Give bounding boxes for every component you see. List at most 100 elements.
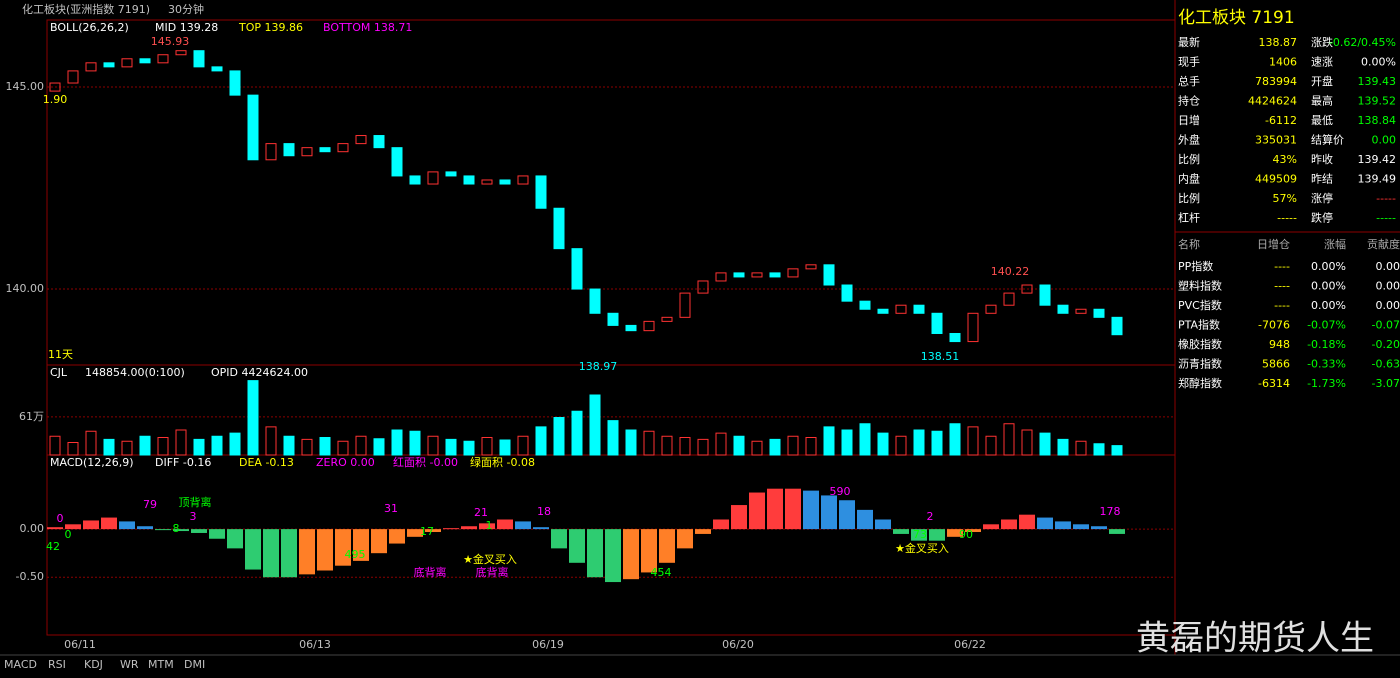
candle — [787, 268, 799, 278]
volume-bar — [49, 435, 61, 456]
volume-bar — [715, 432, 727, 456]
legend-item: 绿面积 -0.08 — [470, 455, 535, 469]
volume-bar — [427, 435, 439, 456]
macd-bar — [1001, 519, 1017, 530]
quote-value: 1406 — [1269, 56, 1297, 69]
macd-annotation: 31 — [384, 502, 398, 515]
candle — [373, 135, 385, 149]
quote-label: 比例 — [1178, 191, 1200, 205]
candle — [1075, 308, 1087, 314]
quote-value: ----- — [1376, 212, 1396, 225]
candle — [319, 147, 331, 153]
quote-value: 138.84 — [1358, 114, 1397, 127]
candle — [301, 147, 313, 157]
macd-bar — [515, 521, 531, 530]
candle — [337, 143, 349, 153]
index-cell: -0.63 — [1372, 358, 1400, 371]
candle — [643, 320, 655, 332]
volume-bar — [877, 432, 889, 456]
macd-bar — [407, 529, 423, 537]
candle — [427, 171, 439, 185]
index-cell: -7076 — [1258, 319, 1290, 332]
macd-bar — [317, 529, 333, 571]
candle — [859, 300, 871, 310]
index-cell: PVC指数 — [1178, 298, 1222, 312]
legend-item: MID 139.28 — [155, 21, 218, 34]
x-tick-label: 06/13 — [299, 638, 331, 651]
volume-bar — [841, 429, 853, 456]
macd-bar — [479, 523, 495, 530]
macd-bar — [47, 527, 63, 530]
candle — [85, 62, 97, 72]
volume-bar — [337, 440, 349, 456]
quote-value: 4424624 — [1248, 95, 1297, 108]
volume-bar — [1075, 440, 1087, 456]
volume-bar — [283, 435, 295, 456]
tab[interactable]: KDJ — [84, 658, 103, 671]
volume-bar — [787, 435, 799, 456]
quote-value: 57% — [1273, 192, 1297, 205]
tab[interactable]: MTM — [148, 658, 174, 671]
candle — [913, 304, 925, 314]
volume-bar — [373, 438, 385, 456]
macd-bar — [299, 529, 315, 575]
volume-bar — [589, 394, 601, 456]
quote-label: 日增 — [1178, 113, 1200, 127]
tab[interactable]: WR — [120, 658, 139, 671]
quote-value: 43% — [1273, 153, 1297, 166]
quote-label: 昨收 — [1311, 152, 1333, 166]
quote-label: 昨结 — [1311, 173, 1333, 186]
tab[interactable]: MACD — [4, 658, 37, 671]
volume-bar — [391, 429, 403, 456]
quote-label: 杠杆 — [1178, 211, 1200, 225]
candle — [1111, 316, 1123, 336]
watermark: 黄磊的期货人生 — [1136, 619, 1374, 659]
index-cell: -1.73% — [1307, 377, 1346, 390]
tab[interactable]: RSI — [48, 658, 66, 671]
macd-bar — [677, 529, 693, 549]
macd-bar — [83, 520, 99, 530]
candle — [391, 147, 403, 177]
macd-bar — [857, 509, 873, 530]
quote-label: 涨停 — [1311, 191, 1333, 205]
macd-annotation: 0 — [65, 528, 72, 541]
macd-bar — [623, 529, 639, 580]
volume-bar — [409, 430, 421, 456]
legend-item: BOTTOM 138.71 — [323, 21, 412, 34]
macd-bar — [965, 529, 981, 533]
x-tick-label: 06/22 — [954, 638, 986, 651]
macd-bar — [119, 521, 135, 530]
index-cell: 0.00% — [1311, 280, 1346, 293]
index-cell: ---- — [1274, 299, 1290, 312]
macd-annotation: ★金叉买入 — [895, 541, 949, 555]
price-annotation: 145.93 — [151, 35, 190, 48]
macd-bar — [641, 529, 657, 573]
macd-annotation: 90 — [959, 528, 973, 541]
legend-item: TOP 139.86 — [238, 21, 303, 34]
macd-bar — [1037, 517, 1053, 530]
macd-annotation: 17 — [420, 525, 434, 538]
candle — [463, 175, 475, 185]
quote-value: 0.00% — [1361, 56, 1396, 69]
candle — [877, 308, 889, 314]
macd-bar — [785, 488, 801, 530]
volume-bar — [949, 423, 961, 456]
price-annotation: 138.51 — [921, 350, 960, 363]
macd-bar — [137, 526, 153, 530]
macd-annotation: 1 — [486, 519, 493, 532]
x-tick-label: 06/11 — [64, 638, 96, 651]
candle — [1093, 308, 1105, 318]
volume-bar — [607, 420, 619, 456]
tab[interactable]: DMI — [184, 658, 205, 671]
macd-annotation: 42 — [46, 540, 60, 553]
candle — [823, 264, 835, 286]
candle — [283, 143, 295, 157]
volume-bar — [67, 442, 79, 456]
index-cell: 0.00% — [1311, 260, 1346, 273]
volume-bar — [733, 435, 745, 456]
index-cell: -0.07 — [1372, 319, 1400, 332]
index-header: 涨幅 — [1324, 238, 1346, 251]
volume-bar — [1111, 445, 1123, 456]
macd-annotation: 底背离 — [476, 565, 509, 579]
